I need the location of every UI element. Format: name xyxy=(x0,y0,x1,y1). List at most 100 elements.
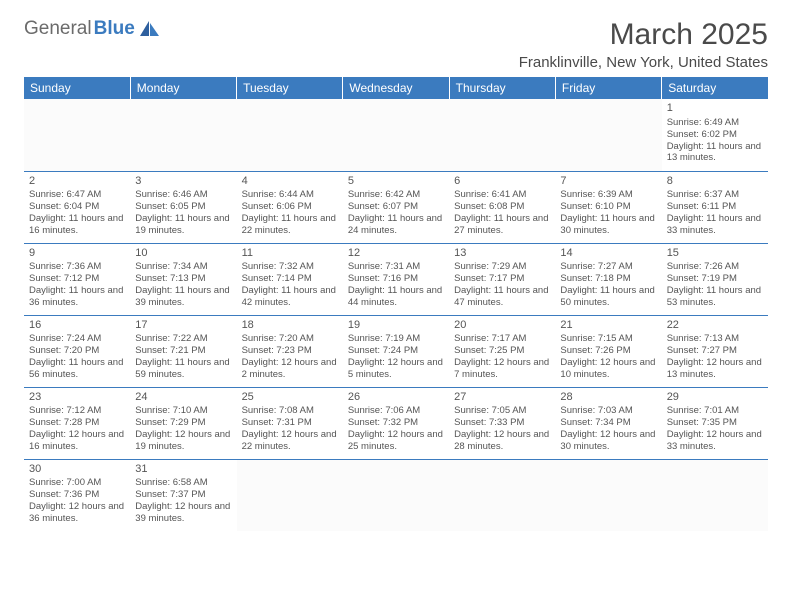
day-number: 4 xyxy=(242,175,338,189)
sunrise-line: Sunrise: 7:00 AM xyxy=(29,477,125,489)
calendar-day-cell: 16Sunrise: 7:24 AMSunset: 7:20 PMDayligh… xyxy=(24,315,130,387)
calendar-day-cell: 26Sunrise: 7:06 AMSunset: 7:32 PMDayligh… xyxy=(343,387,449,459)
sunset-line: Sunset: 7:25 PM xyxy=(454,345,550,357)
sunrise-line: Sunrise: 7:19 AM xyxy=(348,333,444,345)
day-number: 14 xyxy=(560,247,656,261)
calendar-day-cell: 19Sunrise: 7:19 AMSunset: 7:24 PMDayligh… xyxy=(343,315,449,387)
sunset-line: Sunset: 7:34 PM xyxy=(560,417,656,429)
day-number: 24 xyxy=(135,391,231,405)
daylight-line: Daylight: 11 hours and 13 minutes. xyxy=(667,141,763,165)
day-number: 11 xyxy=(242,247,338,261)
calendar-week-row: 30Sunrise: 7:00 AMSunset: 7:36 PMDayligh… xyxy=(24,459,768,531)
page-title: March 2025 xyxy=(519,18,768,52)
day-number: 18 xyxy=(242,319,338,333)
sunset-line: Sunset: 7:12 PM xyxy=(29,273,125,285)
calendar-day-cell: 6Sunrise: 6:41 AMSunset: 6:08 PMDaylight… xyxy=(449,171,555,243)
sunset-line: Sunset: 7:26 PM xyxy=(560,345,656,357)
sunset-line: Sunset: 7:31 PM xyxy=(242,417,338,429)
calendar-header: SundayMondayTuesdayWednesdayThursdayFrid… xyxy=(24,77,768,99)
sunset-line: Sunset: 7:16 PM xyxy=(348,273,444,285)
daylight-line: Daylight: 11 hours and 19 minutes. xyxy=(135,213,231,237)
day-number: 20 xyxy=(454,319,550,333)
calendar-empty-cell xyxy=(343,459,449,531)
sunset-line: Sunset: 6:07 PM xyxy=(348,201,444,213)
sunset-line: Sunset: 7:17 PM xyxy=(454,273,550,285)
sunset-line: Sunset: 6:02 PM xyxy=(667,129,763,141)
calendar-empty-cell xyxy=(662,459,768,531)
daylight-line: Daylight: 12 hours and 16 minutes. xyxy=(29,429,125,453)
day-number: 19 xyxy=(348,319,444,333)
day-number: 5 xyxy=(348,175,444,189)
day-number: 26 xyxy=(348,391,444,405)
sunset-line: Sunset: 6:04 PM xyxy=(29,201,125,213)
sunset-line: Sunset: 7:37 PM xyxy=(135,489,231,501)
daylight-line: Daylight: 11 hours and 56 minutes. xyxy=(29,357,125,381)
daylight-line: Daylight: 11 hours and 59 minutes. xyxy=(135,357,231,381)
sunrise-line: Sunrise: 6:37 AM xyxy=(667,189,763,201)
calendar-day-cell: 18Sunrise: 7:20 AMSunset: 7:23 PMDayligh… xyxy=(237,315,343,387)
sunrise-line: Sunrise: 7:32 AM xyxy=(242,261,338,273)
sunrise-line: Sunrise: 6:39 AM xyxy=(560,189,656,201)
calendar-empty-cell xyxy=(555,99,661,171)
daylight-line: Daylight: 12 hours and 28 minutes. xyxy=(454,429,550,453)
sunset-line: Sunset: 7:24 PM xyxy=(348,345,444,357)
sunrise-line: Sunrise: 7:17 AM xyxy=(454,333,550,345)
calendar-day-cell: 28Sunrise: 7:03 AMSunset: 7:34 PMDayligh… xyxy=(555,387,661,459)
sunrise-line: Sunrise: 7:26 AM xyxy=(667,261,763,273)
day-number: 28 xyxy=(560,391,656,405)
day-number: 8 xyxy=(667,175,763,189)
calendar-week-row: 16Sunrise: 7:24 AMSunset: 7:20 PMDayligh… xyxy=(24,315,768,387)
day-number: 23 xyxy=(29,391,125,405)
daylight-line: Daylight: 12 hours and 19 minutes. xyxy=(135,429,231,453)
day-number: 1 xyxy=(667,102,763,116)
daylight-line: Daylight: 12 hours and 10 minutes. xyxy=(560,357,656,381)
header: GeneralBlue March 2025 Franklinville, Ne… xyxy=(24,18,768,71)
daylight-line: Daylight: 12 hours and 39 minutes. xyxy=(135,501,231,525)
calendar-empty-cell xyxy=(343,99,449,171)
daylight-line: Daylight: 11 hours and 22 minutes. xyxy=(242,213,338,237)
calendar-day-cell: 2Sunrise: 6:47 AMSunset: 6:04 PMDaylight… xyxy=(24,171,130,243)
sunset-line: Sunset: 7:21 PM xyxy=(135,345,231,357)
calendar-day-cell: 1Sunrise: 6:49 AMSunset: 6:02 PMDaylight… xyxy=(662,99,768,171)
calendar-day-cell: 8Sunrise: 6:37 AMSunset: 6:11 PMDaylight… xyxy=(662,171,768,243)
daylight-line: Daylight: 11 hours and 39 minutes. xyxy=(135,285,231,309)
calendar-day-cell: 4Sunrise: 6:44 AMSunset: 6:06 PMDaylight… xyxy=(237,171,343,243)
sunrise-line: Sunrise: 7:15 AM xyxy=(560,333,656,345)
calendar-body: 1Sunrise: 6:49 AMSunset: 6:02 PMDaylight… xyxy=(24,99,768,531)
day-number: 10 xyxy=(135,247,231,261)
daylight-line: Daylight: 11 hours and 47 minutes. xyxy=(454,285,550,309)
daylight-line: Daylight: 11 hours and 36 minutes. xyxy=(29,285,125,309)
day-number: 25 xyxy=(242,391,338,405)
day-number: 22 xyxy=(667,319,763,333)
daylight-line: Daylight: 11 hours and 50 minutes. xyxy=(560,285,656,309)
sunset-line: Sunset: 7:13 PM xyxy=(135,273,231,285)
sunrise-line: Sunrise: 7:06 AM xyxy=(348,405,444,417)
calendar-empty-cell xyxy=(130,99,236,171)
sunrise-line: Sunrise: 6:44 AM xyxy=(242,189,338,201)
daylight-line: Daylight: 11 hours and 27 minutes. xyxy=(454,213,550,237)
calendar-day-cell: 22Sunrise: 7:13 AMSunset: 7:27 PMDayligh… xyxy=(662,315,768,387)
sunrise-line: Sunrise: 7:01 AM xyxy=(667,405,763,417)
calendar-day-cell: 21Sunrise: 7:15 AMSunset: 7:26 PMDayligh… xyxy=(555,315,661,387)
day-number: 15 xyxy=(667,247,763,261)
calendar-day-cell: 12Sunrise: 7:31 AMSunset: 7:16 PMDayligh… xyxy=(343,243,449,315)
sunrise-line: Sunrise: 7:08 AM xyxy=(242,405,338,417)
calendar-empty-cell xyxy=(449,459,555,531)
sunset-line: Sunset: 6:05 PM xyxy=(135,201,231,213)
sunrise-line: Sunrise: 7:13 AM xyxy=(667,333,763,345)
calendar-day-cell: 30Sunrise: 7:00 AMSunset: 7:36 PMDayligh… xyxy=(24,459,130,531)
sunset-line: Sunset: 7:33 PM xyxy=(454,417,550,429)
logo-blue-text: Blue xyxy=(94,18,135,40)
sunset-line: Sunset: 7:18 PM xyxy=(560,273,656,285)
daylight-line: Daylight: 12 hours and 36 minutes. xyxy=(29,501,125,525)
daylight-line: Daylight: 11 hours and 44 minutes. xyxy=(348,285,444,309)
sunrise-line: Sunrise: 7:20 AM xyxy=(242,333,338,345)
calendar-week-row: 23Sunrise: 7:12 AMSunset: 7:28 PMDayligh… xyxy=(24,387,768,459)
calendar-table: SundayMondayTuesdayWednesdayThursdayFrid… xyxy=(24,77,768,531)
sunset-line: Sunset: 6:11 PM xyxy=(667,201,763,213)
logo-grey-text: General xyxy=(24,18,92,40)
sunset-line: Sunset: 7:28 PM xyxy=(29,417,125,429)
daylight-line: Daylight: 12 hours and 5 minutes. xyxy=(348,357,444,381)
day-number: 3 xyxy=(135,175,231,189)
calendar-empty-cell xyxy=(237,99,343,171)
